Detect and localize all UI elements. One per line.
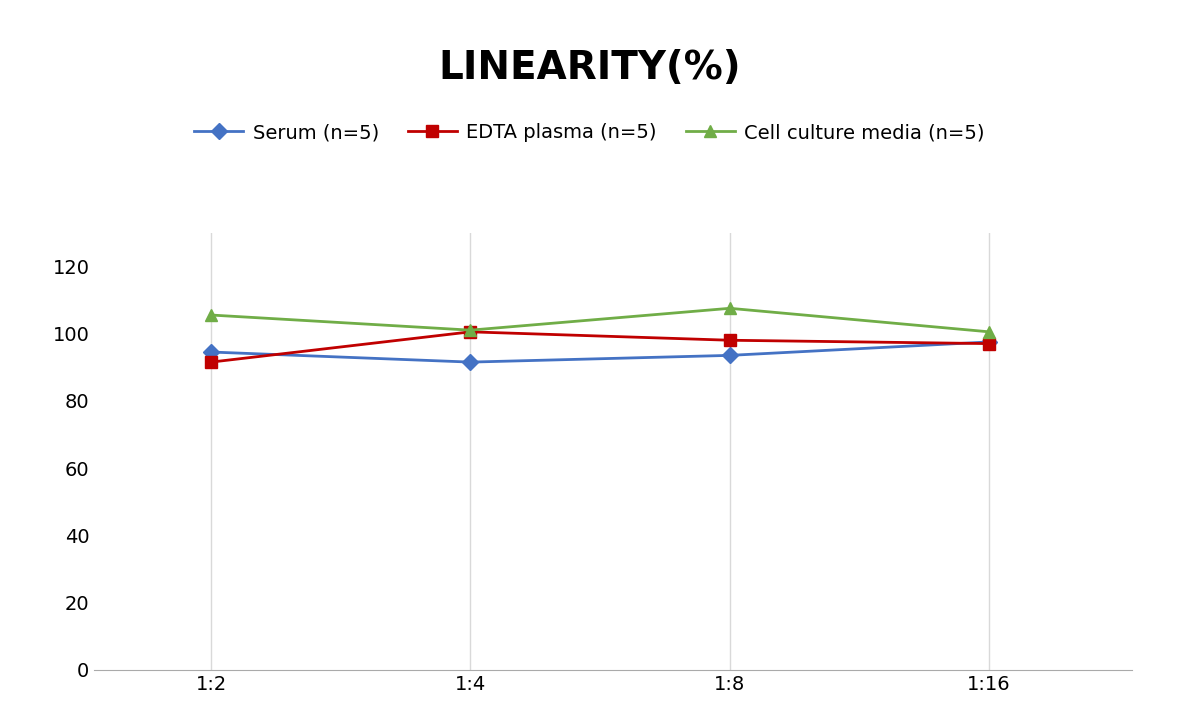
Line: EDTA plasma (n=5): EDTA plasma (n=5) [205, 326, 995, 367]
Legend: Serum (n=5), EDTA plasma (n=5), Cell culture media (n=5): Serum (n=5), EDTA plasma (n=5), Cell cul… [186, 116, 993, 150]
Cell culture media (n=5) [982, 328, 996, 336]
Cell culture media (n=5) [204, 311, 218, 319]
EDTA plasma (n=5) [463, 328, 477, 336]
Cell culture media (n=5) [463, 326, 477, 334]
EDTA plasma (n=5) [723, 336, 737, 345]
EDTA plasma (n=5) [204, 358, 218, 367]
Line: Cell culture media (n=5): Cell culture media (n=5) [205, 302, 995, 338]
EDTA plasma (n=5) [982, 339, 996, 348]
Cell culture media (n=5) [723, 304, 737, 312]
Serum (n=5) [463, 358, 477, 367]
Serum (n=5) [204, 348, 218, 356]
Serum (n=5) [982, 338, 996, 346]
Text: LINEARITY(%): LINEARITY(%) [439, 49, 740, 87]
Serum (n=5) [723, 351, 737, 360]
Line: Serum (n=5): Serum (n=5) [205, 336, 995, 367]
